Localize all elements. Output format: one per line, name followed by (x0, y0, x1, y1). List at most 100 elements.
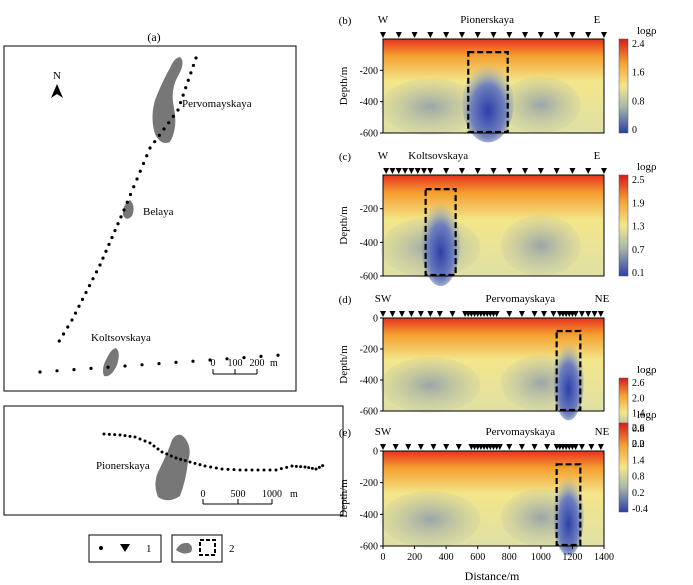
survey-point (107, 242, 111, 246)
low-resistivity-zone (500, 76, 581, 133)
station-marker (496, 444, 503, 450)
low-resistivity-zone (500, 215, 581, 276)
station-marker (417, 311, 424, 317)
survey-point (91, 277, 95, 281)
survey-point (140, 363, 144, 367)
station-marker (411, 32, 418, 38)
station-marker (537, 168, 544, 174)
colorbar-tick-label: -0.4 (632, 504, 648, 515)
survey-point (162, 127, 166, 131)
station-marker (578, 444, 585, 450)
station-marker (541, 311, 548, 317)
station-marker (490, 168, 497, 174)
survey-point (209, 465, 213, 469)
map-frame-top (3, 45, 297, 392)
colorbar-title: logρ (637, 364, 657, 376)
station-marker (550, 311, 557, 317)
y-tick-label: -400 (360, 510, 378, 521)
station-marker (474, 32, 481, 38)
site-pervomayskaya-shape (152, 57, 183, 143)
survey-point (191, 359, 195, 363)
survey-point (310, 466, 314, 470)
y-tick-label: -400 (360, 376, 378, 387)
survey-point (84, 290, 88, 295)
station-marker (553, 168, 560, 174)
station-marker (389, 311, 396, 317)
survey-point (61, 332, 66, 336)
survey-point (148, 146, 152, 150)
survey-point (317, 465, 321, 469)
survey-point (118, 433, 122, 437)
anomaly-core (553, 475, 584, 556)
panel-frame (382, 174, 605, 277)
direction-left: W (378, 14, 389, 26)
y-axis-label: Depth/m (338, 345, 350, 384)
colorbar-tick-label: 0.8 (632, 472, 645, 483)
station-marker (597, 444, 604, 450)
station-marker (408, 168, 415, 174)
station-marker (506, 311, 513, 317)
anomaly-box (555, 463, 582, 547)
y-tick-label: -400 (360, 238, 378, 249)
profile-site-label: Koltsovskaya (408, 150, 468, 162)
survey-point (256, 468, 260, 472)
survey-point (193, 461, 197, 465)
y-axis-label: Depth/m (338, 66, 350, 105)
x-tick-label: 200 (407, 552, 422, 563)
station-marker (427, 311, 434, 317)
site-koltsovskaya-shape (103, 348, 119, 377)
survey-point (183, 459, 187, 463)
profile-site-label: Pionerskaya (460, 14, 514, 26)
station-marker (455, 444, 462, 450)
site-belaya-shape (122, 200, 134, 219)
y-tick-label: -600 (360, 542, 378, 553)
survey-point (220, 467, 224, 471)
colorbar-title: logρ (637, 161, 657, 173)
survey-point (66, 325, 70, 329)
station-marker (506, 32, 513, 38)
anomaly-core (462, 63, 514, 143)
survey-point (279, 467, 283, 471)
colorbar-tick-label: 2.0 (632, 393, 645, 404)
survey-point (194, 56, 198, 60)
station-marker (380, 444, 386, 450)
x-tick-label: 600 (470, 552, 485, 563)
colorbar-tick-label: 2.4 (632, 39, 645, 50)
station-marker (601, 32, 607, 38)
survey-point (128, 434, 132, 438)
survey-point (55, 369, 59, 373)
colorbar-tick-label: 0.7 (632, 245, 645, 256)
y-tick-label: -200 (360, 478, 378, 489)
survey-point (225, 357, 229, 361)
y-tick-label: -400 (360, 97, 378, 108)
scale-bottom-tick-2: 1000 (262, 489, 282, 500)
station-marker (458, 168, 465, 174)
survey-point (262, 468, 266, 472)
station-marker (569, 168, 576, 174)
station-marker (421, 168, 428, 174)
colorbar-tick-label: 0.1 (632, 268, 645, 279)
survey-point (125, 200, 129, 204)
station-marker (585, 168, 592, 174)
survey-point (89, 366, 93, 370)
survey-point (226, 467, 230, 471)
legend-station-icon (120, 544, 130, 552)
legend-label-1: 1 (146, 543, 152, 555)
anomaly-box (467, 51, 509, 134)
direction-left: W (378, 150, 389, 162)
survey-point (145, 154, 149, 158)
survey-point (290, 464, 294, 468)
panel-label: (e) (339, 427, 352, 439)
legend-label-2: 2 (229, 543, 235, 555)
scale-bottom-tick-0: 0 (201, 489, 206, 500)
station-marker (380, 311, 386, 317)
scale-top-tick-1: 100 (228, 358, 243, 369)
survey-point (314, 467, 318, 471)
station-marker (436, 311, 443, 317)
station-marker (518, 311, 525, 317)
survey-points-top (38, 56, 280, 374)
survey-point (153, 140, 157, 144)
colorbar-tick-label: 1.9 (632, 198, 645, 209)
survey-point (174, 456, 178, 460)
